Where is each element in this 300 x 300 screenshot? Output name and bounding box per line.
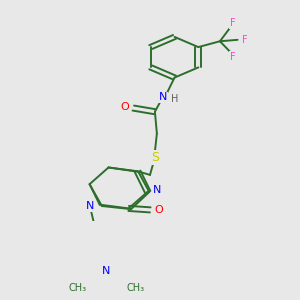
Text: N: N xyxy=(159,92,167,102)
Text: O: O xyxy=(155,205,164,215)
Text: H: H xyxy=(171,94,178,104)
Text: N: N xyxy=(102,266,111,276)
Text: N: N xyxy=(86,201,94,211)
Text: F: F xyxy=(242,35,247,45)
Text: CH₃: CH₃ xyxy=(68,283,86,293)
Text: CH₃: CH₃ xyxy=(127,283,145,293)
Text: N: N xyxy=(153,185,162,195)
Text: F: F xyxy=(230,52,236,61)
Text: O: O xyxy=(120,102,129,112)
Text: F: F xyxy=(230,18,236,28)
Text: S: S xyxy=(151,151,159,164)
